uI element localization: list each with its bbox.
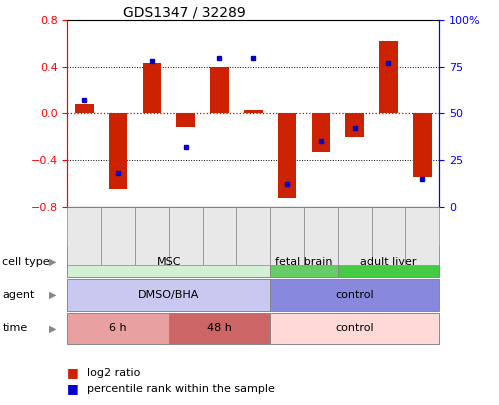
Text: GDS1347 / 32289: GDS1347 / 32289 — [123, 5, 246, 19]
Bar — [244, 110, 262, 113]
Bar — [278, 113, 296, 198]
Bar — [311, 113, 330, 152]
Text: cell type: cell type — [2, 257, 50, 266]
Text: agent: agent — [2, 290, 35, 300]
Bar — [176, 113, 195, 128]
Text: DMSO/BHA: DMSO/BHA — [138, 290, 200, 300]
Bar — [210, 67, 229, 113]
Bar — [75, 104, 93, 113]
Text: log2 ratio: log2 ratio — [87, 368, 141, 377]
Text: control: control — [335, 324, 374, 333]
Text: 6 h: 6 h — [109, 324, 127, 333]
Text: ▶: ▶ — [48, 257, 56, 266]
Text: percentile rank within the sample: percentile rank within the sample — [87, 384, 275, 394]
Text: MSC: MSC — [157, 257, 181, 266]
Text: ▶: ▶ — [48, 324, 56, 333]
Text: adult liver: adult liver — [360, 257, 417, 266]
Text: control: control — [335, 290, 374, 300]
Bar — [109, 113, 127, 189]
Bar — [413, 113, 432, 177]
Bar — [143, 63, 161, 113]
Text: ▶: ▶ — [48, 290, 56, 300]
Text: time: time — [2, 324, 28, 333]
Text: ■: ■ — [67, 366, 79, 379]
Bar — [379, 41, 398, 113]
Bar — [345, 113, 364, 137]
Text: ■: ■ — [67, 382, 79, 395]
Text: fetal brain: fetal brain — [275, 257, 333, 266]
Text: 48 h: 48 h — [207, 324, 232, 333]
